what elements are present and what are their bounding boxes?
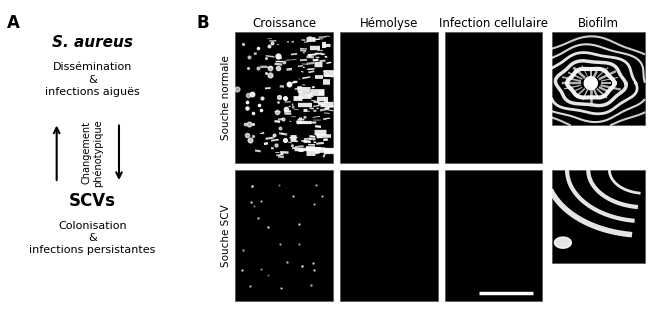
Text: B: B xyxy=(196,14,209,32)
Text: Colonisation
&
infections persistantes: Colonisation & infections persistantes xyxy=(29,221,155,255)
Bar xyxy=(340,170,438,301)
Polygon shape xyxy=(584,77,597,90)
Bar xyxy=(235,32,333,162)
Text: Dissémination
&
infections aiguës: Dissémination & infections aiguës xyxy=(45,62,140,97)
Text: S. aureus: S. aureus xyxy=(52,35,133,50)
Text: Hémolyse: Hémolyse xyxy=(360,17,418,30)
Text: Souche normale: Souche normale xyxy=(221,55,231,140)
Text: SCVs: SCVs xyxy=(69,192,116,210)
Text: A: A xyxy=(7,14,20,32)
Text: Souche SCV: Souche SCV xyxy=(221,204,231,267)
Bar xyxy=(340,32,438,162)
Text: Infection cellulaire: Infection cellulaire xyxy=(439,17,548,30)
Text: Biofilm: Biofilm xyxy=(578,17,619,30)
Bar xyxy=(235,170,333,301)
Bar xyxy=(445,170,542,301)
Text: Croissance: Croissance xyxy=(252,17,316,30)
Text: Changement
phénotypique: Changement phénotypique xyxy=(81,119,103,186)
Bar xyxy=(552,170,645,263)
Polygon shape xyxy=(554,237,571,248)
Bar xyxy=(552,32,645,125)
Bar xyxy=(445,32,542,162)
